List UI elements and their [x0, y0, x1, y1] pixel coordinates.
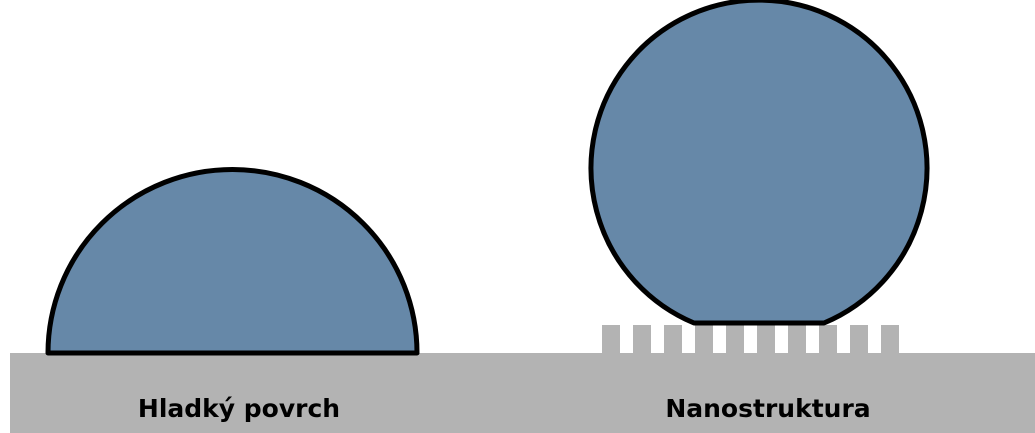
pillar — [881, 325, 899, 355]
pillar — [819, 325, 837, 355]
pillar — [633, 325, 651, 355]
pillar — [788, 325, 806, 355]
pillar — [602, 325, 620, 355]
droplet-nano — [588, 0, 930, 326]
pillar — [695, 325, 713, 355]
nanopillars — [602, 325, 899, 355]
pillar — [664, 325, 682, 355]
pillar — [850, 325, 868, 355]
pillar — [757, 325, 775, 355]
label-smooth: Hladký povrch — [138, 394, 340, 423]
droplet-smooth — [45, 167, 420, 356]
surface — [10, 353, 1035, 433]
pillar — [726, 325, 744, 355]
label-nano: Nanostruktura — [665, 394, 870, 423]
